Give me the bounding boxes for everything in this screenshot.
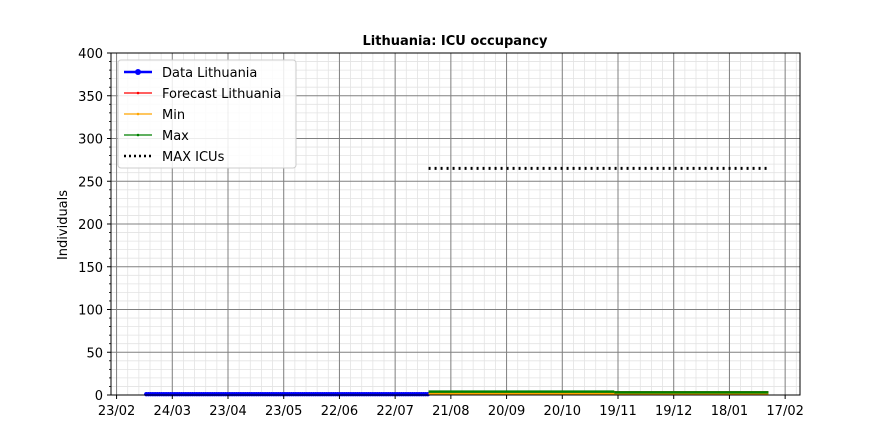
legend: Data Lithuania Forecast Lithuania Min Max MA… (117, 59, 297, 169)
legend-entry: Min (124, 108, 185, 123)
x-tick-label: 24/03 (154, 404, 191, 419)
legend-marker (136, 112, 140, 116)
legend-marker (136, 91, 140, 95)
x-tick-label: 19/12 (655, 404, 692, 419)
legend-label: Max (162, 129, 189, 144)
x-tick-label: 21/08 (432, 404, 469, 419)
y-axis-label: Individuals (56, 190, 71, 260)
y-tick-label: 400 (78, 47, 103, 62)
y-tick-label: 350 (78, 90, 103, 105)
x-tick-label: 18/01 (711, 404, 748, 419)
series-max (428, 390, 769, 394)
x-tick-label: 17/02 (766, 404, 803, 419)
x-tick-label: 23/04 (209, 404, 246, 419)
series-data-lithuania (144, 391, 431, 397)
x-tick-label: 23/02 (98, 404, 135, 419)
series-layer (144, 166, 769, 397)
x-tick-label: 22/06 (321, 404, 358, 419)
legend-entry: MAX ICUs (124, 150, 225, 165)
axes: 0 50 100 150 200 250 300 350 400 23/02 24/03 23/04 2… (78, 47, 804, 419)
x-tick-label: 22/07 (376, 404, 413, 419)
y-tick-label: 100 (78, 304, 103, 319)
y-tick-label: 250 (78, 175, 103, 190)
legend-label: Forecast Lithuania (162, 87, 281, 102)
legend-entry: Data Lithuania (124, 66, 257, 81)
y-tick-label: 0 (95, 389, 103, 404)
legend-label: MAX ICUs (162, 150, 225, 165)
legend-marker (136, 133, 140, 137)
y-tick-label: 50 (86, 346, 103, 361)
legend-label: Min (162, 108, 185, 123)
x-tick-label: 20/09 (488, 404, 525, 419)
legend-label: Data Lithuania (162, 66, 257, 81)
legend-box (117, 59, 297, 169)
legend-entry: Max (124, 129, 189, 144)
y-tick-label: 200 (78, 218, 103, 233)
y-tick-label: 150 (78, 261, 103, 276)
x-tick-label: 19/11 (599, 404, 636, 419)
legend-entry: Forecast Lithuania (124, 87, 281, 102)
y-tick-label: 300 (78, 133, 103, 148)
x-tick-label: 23/05 (265, 404, 302, 419)
x-tick-label: 20/10 (544, 404, 581, 419)
chart-title: Lithuania: ICU occupancy (362, 34, 548, 49)
legend-marker (135, 69, 141, 75)
